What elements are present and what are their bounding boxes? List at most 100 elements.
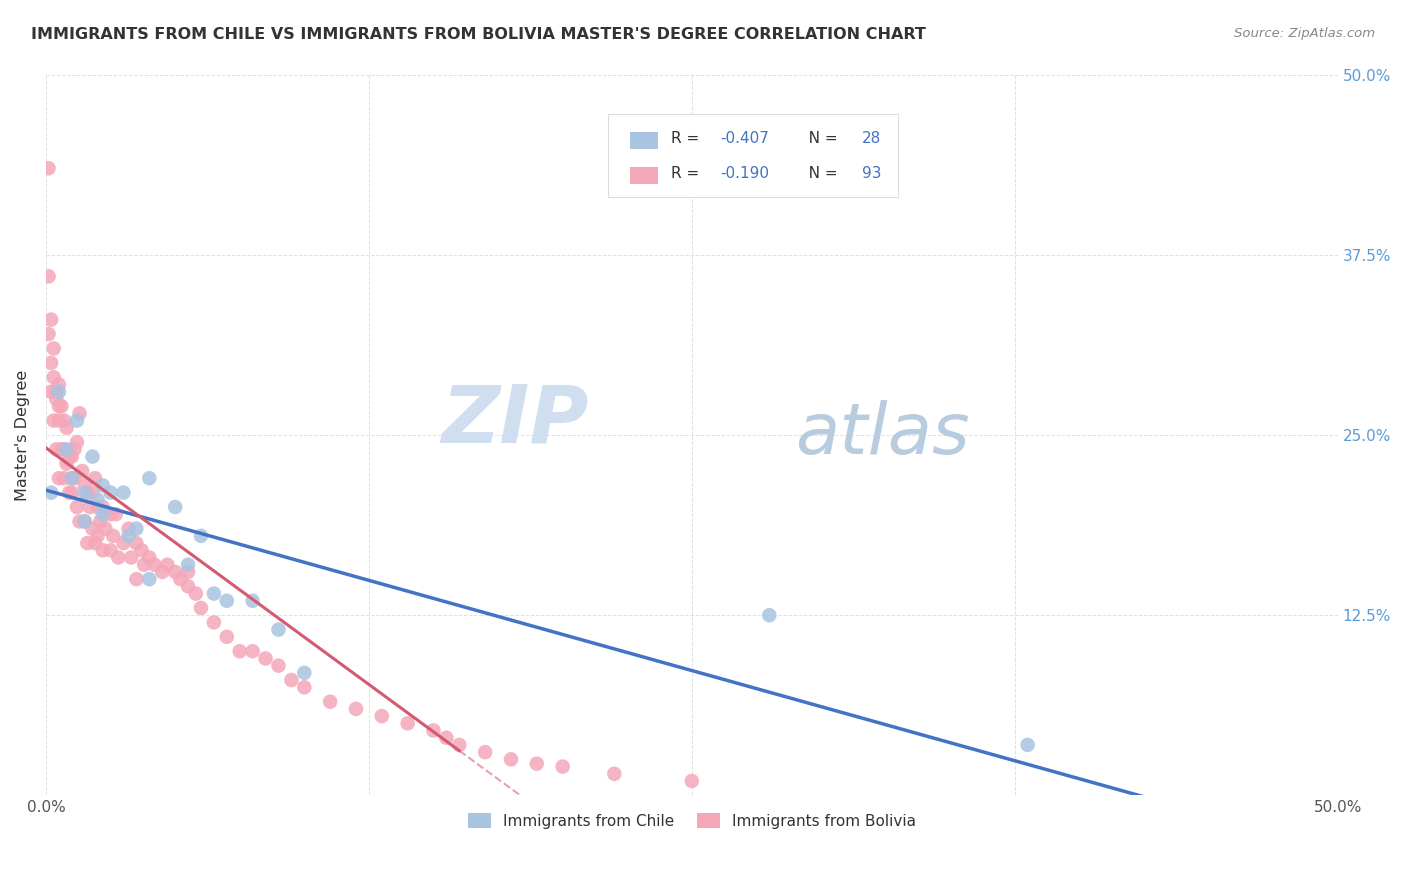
Point: [499, 752, 522, 766]
Point: [42, 413, 65, 427]
Point: [190, 529, 212, 543]
Point: [55, 457, 77, 471]
Point: [134, 558, 156, 572]
Point: [42, 370, 65, 384]
Point: [117, 529, 139, 543]
Text: 93: 93: [862, 166, 882, 181]
Text: Source: ZipAtlas.com: Source: ZipAtlas.com: [1234, 27, 1375, 40]
Point: [202, 615, 225, 630]
Point: [100, 508, 122, 522]
Point: [39, 485, 62, 500]
Point: [422, 723, 444, 738]
Text: IMMIGRANTS FROM CHILE VS IMMIGRANTS FROM BOLIVIA MASTER'S DEGREE CORRELATION CHA: IMMIGRANTS FROM CHILE VS IMMIGRANTS FROM…: [31, 27, 925, 42]
Point: [48, 413, 70, 427]
Point: [156, 558, 179, 572]
Point: [371, 709, 394, 723]
Point: [60, 485, 83, 500]
Point: [150, 565, 173, 579]
Point: [69, 406, 91, 420]
Text: ZIP: ZIP: [441, 382, 589, 459]
Point: [38, 161, 60, 176]
Point: [319, 695, 342, 709]
Point: [177, 565, 200, 579]
Point: [117, 522, 139, 536]
Point: [143, 558, 166, 572]
Point: [551, 759, 574, 773]
Point: [104, 508, 127, 522]
Point: [42, 342, 65, 356]
Point: [267, 658, 290, 673]
Point: [58, 450, 80, 464]
Point: [82, 522, 104, 536]
Point: [91, 478, 114, 492]
Point: [177, 558, 200, 572]
Point: [603, 766, 626, 780]
Point: [138, 572, 160, 586]
FancyBboxPatch shape: [630, 132, 658, 149]
Text: N =: N =: [794, 166, 842, 181]
Point: [165, 565, 187, 579]
Text: 28: 28: [862, 131, 882, 146]
Point: [70, 464, 93, 478]
Point: [215, 630, 238, 644]
Text: N =: N =: [794, 131, 842, 146]
Point: [55, 442, 77, 457]
Point: [39, 356, 62, 370]
Point: [73, 485, 96, 500]
Text: -0.407: -0.407: [720, 131, 769, 146]
Y-axis label: Master's Degree: Master's Degree: [15, 369, 30, 500]
Point: [91, 500, 114, 514]
Point: [38, 326, 60, 341]
Text: R =: R =: [671, 166, 704, 181]
Point: [86, 492, 108, 507]
Point: [112, 536, 135, 550]
Point: [66, 413, 89, 427]
Point: [184, 586, 207, 600]
Point: [79, 500, 101, 514]
Point: [60, 471, 83, 485]
Point: [94, 522, 117, 536]
Point: [76, 536, 98, 550]
Point: [60, 450, 83, 464]
Point: [86, 529, 108, 543]
Point: [681, 774, 703, 789]
Point: [38, 269, 60, 284]
Point: [39, 384, 62, 399]
Point: [39, 312, 62, 326]
Point: [51, 399, 73, 413]
Point: [89, 515, 111, 529]
Point: [48, 399, 70, 413]
Point: [434, 731, 457, 745]
Point: [66, 500, 89, 514]
Point: [177, 579, 200, 593]
Point: [45, 442, 67, 457]
Point: [100, 543, 122, 558]
Point: [76, 485, 98, 500]
Point: [125, 522, 148, 536]
Point: [280, 673, 302, 687]
Text: -0.190: -0.190: [720, 166, 769, 181]
Point: [131, 543, 153, 558]
Point: [82, 450, 104, 464]
Point: [215, 593, 238, 607]
Point: [63, 471, 86, 485]
Text: R =: R =: [671, 131, 704, 146]
Point: [292, 665, 315, 680]
Point: [73, 478, 96, 492]
Point: [474, 745, 496, 759]
Point: [63, 442, 86, 457]
Point: [165, 500, 187, 514]
Point: [228, 644, 250, 658]
Point: [45, 384, 67, 399]
Point: [91, 508, 114, 522]
Point: [58, 485, 80, 500]
Point: [91, 543, 114, 558]
Point: [55, 421, 77, 435]
Point: [107, 550, 129, 565]
Point: [292, 680, 315, 694]
Point: [254, 651, 277, 665]
Text: atlas: atlas: [796, 401, 970, 469]
Point: [84, 536, 107, 550]
Point: [138, 471, 160, 485]
Point: [48, 384, 70, 399]
